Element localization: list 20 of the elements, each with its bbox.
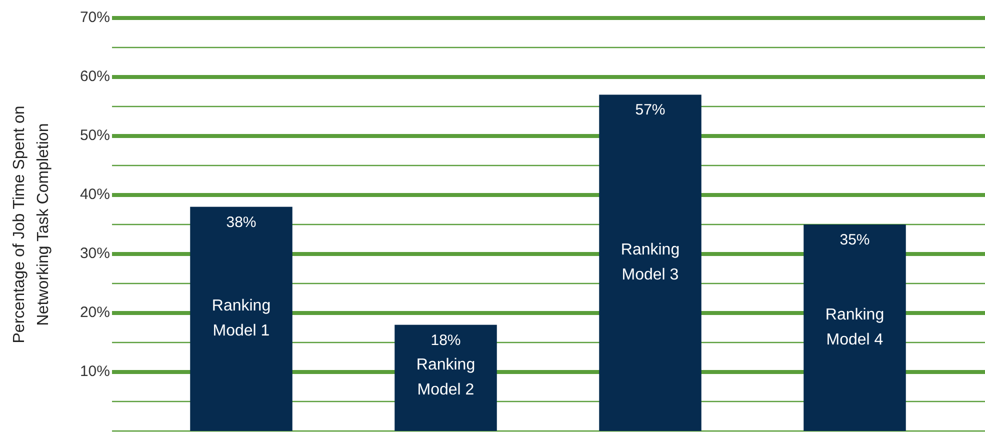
x-tick-label: Ranking Model 3 [620, 242, 680, 284]
y-axis-title: Percentage of Job Time Spent on Networking Task Completion [11, 106, 52, 344]
x-tick-label: Ranking Model 2 [416, 356, 476, 399]
y-tick-label: 60% [80, 68, 110, 85]
bar [804, 224, 906, 431]
data-label: 35% [840, 232, 870, 248]
bar [394, 324, 497, 431]
y-tick-label: 50% [80, 126, 110, 144]
y-tick-label: 40% [80, 186, 110, 203]
y-tick-label: 20% [80, 304, 110, 321]
bar [599, 94, 702, 431]
y-tick-label: 70% [80, 8, 110, 26]
y-tick-label: 30% [80, 244, 110, 262]
data-label: 57% [635, 102, 666, 119]
bar [190, 206, 292, 431]
y-tick-label: 10% [80, 362, 110, 380]
data-label: 38% [226, 214, 256, 231]
x-tick-label: Ranking Model 1 [212, 298, 271, 340]
x-tick-label: Ranking Model 4 [825, 306, 884, 348]
data-label: 18% [430, 332, 461, 349]
